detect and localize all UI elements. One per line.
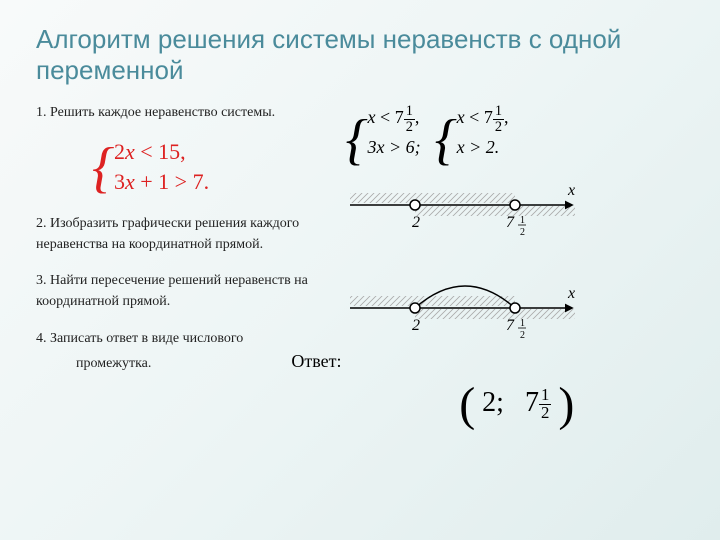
step-3a: 3. Найти пересечение решений неравенств … (36, 272, 342, 291)
step-2b: неравенства на координатной прямой. (36, 236, 342, 255)
answer-label: Ответ: (291, 351, 341, 372)
svg-text:x: x (567, 285, 575, 302)
system-line-2: 3x + 1 > 7. (114, 167, 342, 197)
number-line-2: 2 7 1 2 x (350, 274, 580, 344)
step-4a: 4. Записать ответ в виде числового (36, 330, 342, 349)
step-2a: 2. Изобразить графически решения каждого (36, 215, 342, 234)
right-column: x < x < 7712, 3x > 6; x < 712, x > 2. (350, 104, 684, 432)
svg-text:1: 1 (520, 215, 525, 226)
svg-text:2: 2 (520, 227, 525, 238)
system-step-2: x < 712, x > 2. (439, 104, 509, 161)
system-line-1: 2x < 15, (114, 137, 342, 167)
step-1: 1. Решить каждое неравенство системы. (36, 104, 342, 123)
svg-text:2: 2 (412, 317, 420, 334)
answer-interval: ( 2; 712 ) (350, 377, 684, 432)
left-column: 1. Решить каждое неравенство системы. 2x… (36, 104, 342, 432)
number-line-1: 2 7 1 2 x (350, 181, 580, 241)
nl1-x: x (567, 182, 575, 199)
nl1-p1: 2 (412, 214, 420, 231)
main-system: 2x < 15, 3x + 1 > 7. (96, 137, 342, 196)
svg-text:7: 7 (506, 214, 515, 231)
svg-text:1: 1 (520, 318, 525, 329)
svg-text:2: 2 (520, 330, 525, 341)
slide-title: Алгоритм решения системы неравенств с од… (36, 24, 684, 86)
svg-text:7: 7 (506, 317, 515, 334)
system-step-1: x < x < 7712, 3x > 6; (350, 104, 421, 161)
step-4b: промежутка. (76, 355, 151, 374)
step-3b: координатной прямой. (36, 293, 342, 312)
